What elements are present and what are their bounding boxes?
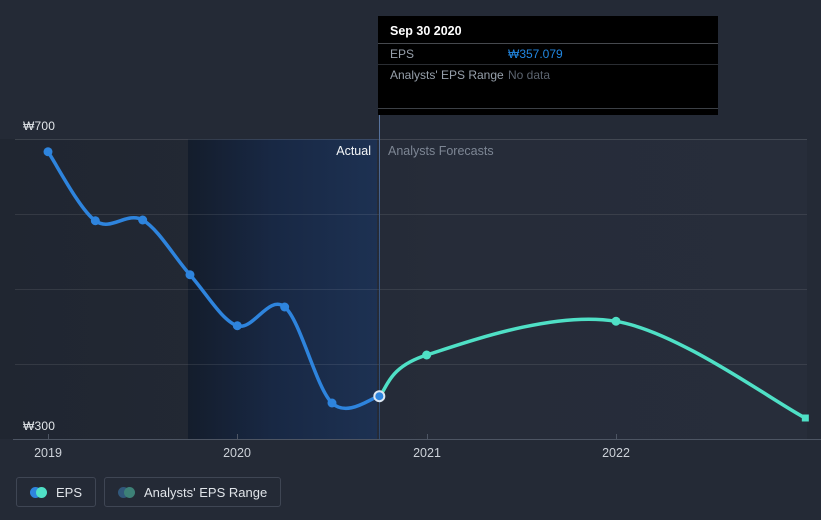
gridline-500 — [15, 289, 807, 290]
actual-forecast-divider-line — [379, 115, 380, 439]
x-axis-tick — [237, 434, 238, 439]
y-axis-label-bottom: ₩300 — [23, 419, 56, 433]
x-axis-line — [13, 439, 821, 440]
chart-legend: EPS Analysts' EPS Range — [16, 477, 282, 507]
eps-legend-icon — [30, 486, 47, 498]
tooltip-range-value: No data — [508, 68, 551, 82]
legend-eps-label: EPS — [56, 484, 83, 500]
legend-range-label: Analysts' EPS Range — [144, 484, 268, 500]
legend-toggle-eps[interactable]: EPS — [16, 477, 97, 507]
y-axis-label-top: ₩700 — [23, 119, 56, 133]
legend-toggle-analysts-eps-range[interactable]: Analysts' EPS Range — [104, 477, 282, 507]
tooltip-date: Sep 30 2020 — [378, 16, 718, 44]
x-axis-tick — [48, 434, 49, 439]
forecast-region-label: Analysts Forecasts — [388, 144, 494, 158]
tooltip-range-row: Analysts' EPS Range No data — [378, 65, 718, 85]
tooltip-eps-label: EPS — [390, 47, 415, 61]
gridline-700 — [15, 139, 807, 140]
x-axis-label: 2021 — [413, 446, 441, 460]
gridline-600 — [15, 214, 807, 215]
gridline-400 — [15, 364, 807, 365]
x-axis-tick — [616, 434, 617, 439]
x-axis-label: 2020 — [223, 446, 251, 460]
actual-region-label: Actual — [336, 144, 371, 158]
x-axis-tick — [427, 434, 428, 439]
x-axis-label: 2022 — [602, 446, 630, 460]
tooltip-divider — [378, 108, 718, 109]
tooltip-eps-value: ₩357.079 — [508, 47, 563, 61]
tooltip-range-label: Analysts' EPS Range — [390, 68, 504, 82]
chart-tooltip: Sep 30 2020 EPS ₩357.079 Analysts' EPS R… — [378, 16, 718, 115]
x-axis-label: 2019 — [34, 446, 62, 460]
tooltip-eps-row: EPS ₩357.079 — [378, 44, 718, 65]
analysts-range-legend-icon — [118, 486, 136, 498]
